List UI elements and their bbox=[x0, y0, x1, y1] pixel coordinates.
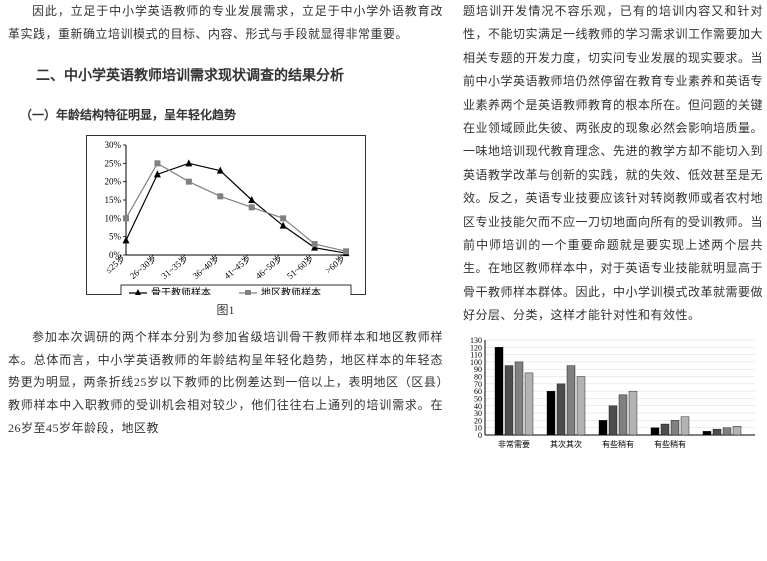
svg-text:20%: 20% bbox=[104, 177, 121, 187]
svg-text:51~60岁: 51~60岁 bbox=[284, 252, 315, 281]
svg-text:36~40岁: 36~40岁 bbox=[190, 252, 221, 281]
svg-text:有些稍有: 有些稍有 bbox=[602, 439, 634, 449]
svg-text:骨干教师样本: 骨干教师样本 bbox=[151, 286, 211, 295]
svg-text:15%: 15% bbox=[104, 195, 121, 205]
bar-chart-svg: 0102030405060708090100110120130非常需要其次其次有… bbox=[463, 335, 763, 455]
svg-text:30%: 30% bbox=[104, 140, 121, 150]
para-analysis: 参加本次调研的两个样本分别为参加省级培训骨干教师样本和地区教师样本。总体而言，中… bbox=[8, 326, 443, 440]
svg-text:130: 130 bbox=[470, 336, 482, 345]
svg-text:非常需要: 非常需要 bbox=[498, 439, 530, 449]
svg-text:41~45岁: 41~45岁 bbox=[221, 252, 252, 281]
svg-text:5%: 5% bbox=[109, 232, 122, 242]
para-intro: 因此，立足于中小学英语教师的专业发展需求，立足于中小学外语教育改革实践，重新确立… bbox=[8, 0, 443, 46]
svg-text:地区教师样本: 地区教师样本 bbox=[261, 286, 321, 295]
svg-text:26~30岁: 26~30岁 bbox=[127, 252, 158, 281]
svg-text:31~35岁: 31~35岁 bbox=[158, 252, 189, 281]
svg-text:其次其次: 其次其次 bbox=[550, 439, 582, 449]
bar-chart-figure: 0102030405060708090100110120130非常需要其次其次有… bbox=[463, 335, 763, 455]
line-chart-svg: 0%5%10%15%20%25%30%≤25岁26~30岁31~35岁36~40… bbox=[86, 135, 366, 295]
section-2-title: 二、中小学英语教师培训需求现状调查的结果分析 bbox=[8, 64, 443, 91]
svg-text:有些稍有: 有些稍有 bbox=[654, 439, 686, 449]
svg-text:46~50岁: 46~50岁 bbox=[252, 252, 283, 281]
svg-text:25%: 25% bbox=[104, 158, 121, 168]
svg-text:10%: 10% bbox=[104, 213, 121, 223]
line-chart-figure: 0%5%10%15%20%25%30%≤25岁26~30岁31~35岁36~40… bbox=[86, 135, 366, 322]
para-right-body: 题培训开发情况不容乐观，已有的培训内容又和针对性，不能切实满足一线教师的学习需求… bbox=[463, 0, 763, 327]
subsection-1: （一）年龄结构特征明显，呈年轻化趋势 bbox=[8, 104, 443, 127]
figure-1-caption: 图1 bbox=[86, 299, 366, 322]
